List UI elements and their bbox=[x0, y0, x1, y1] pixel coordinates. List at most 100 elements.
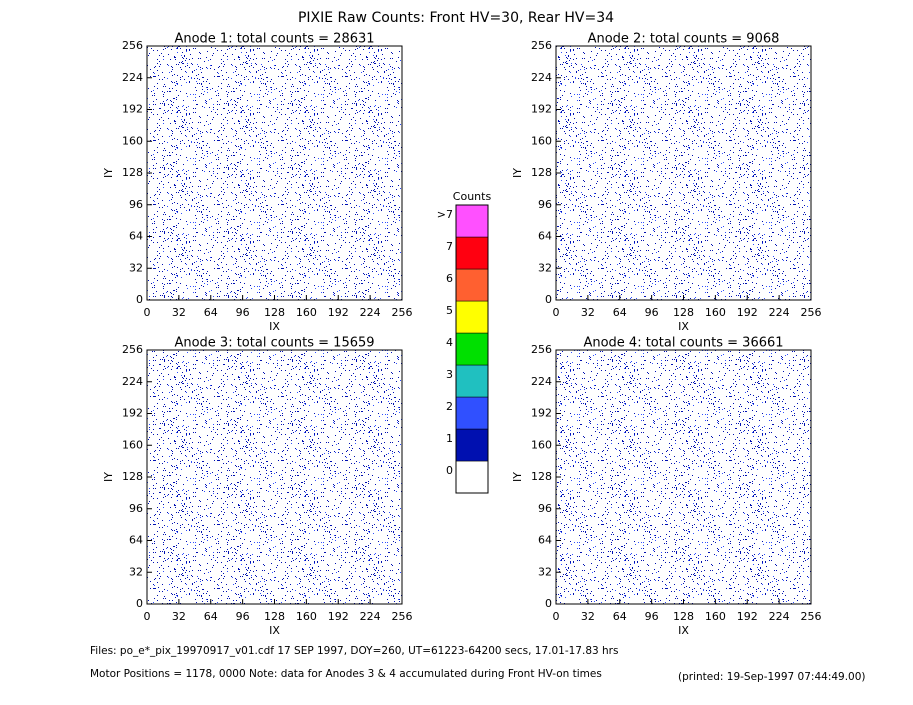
colorbar-tick-label: 2 bbox=[446, 400, 453, 413]
y-tick-label: 96 bbox=[129, 198, 143, 211]
panel-title: Anode 1: total counts = 28631 bbox=[174, 32, 374, 47]
colorbar-cell bbox=[455, 364, 489, 398]
y-tick-label: 256 bbox=[122, 39, 143, 52]
x-tick-label: 256 bbox=[801, 306, 822, 319]
x-tick-label: 256 bbox=[801, 610, 822, 623]
x-tick-label: 128 bbox=[264, 610, 285, 623]
y-tick-label: 32 bbox=[538, 261, 552, 274]
x-tick-label: 32 bbox=[581, 306, 595, 319]
y-tick-label: 64 bbox=[129, 230, 143, 243]
colorbar-tick-label: >7 bbox=[437, 208, 453, 221]
colorbar-cell bbox=[455, 204, 489, 238]
y-tick-label: 224 bbox=[531, 375, 552, 388]
y-tick-label: 0 bbox=[136, 597, 143, 610]
x-tick-label: 160 bbox=[296, 306, 317, 319]
colorbar-tick-label: 4 bbox=[446, 336, 453, 349]
plot-area bbox=[555, 349, 812, 605]
y-tick-label: 256 bbox=[122, 343, 143, 356]
y-tick-label: 192 bbox=[531, 103, 552, 116]
y-tick-label: 160 bbox=[122, 438, 143, 451]
colorbar-tick-label: 0 bbox=[446, 464, 453, 477]
y-tick-label: 32 bbox=[129, 565, 143, 578]
figure-title: PIXIE Raw Counts: Front HV=30, Rear HV=3… bbox=[298, 10, 614, 26]
colorbar-tick-label: 3 bbox=[446, 368, 453, 381]
colorbar-frame bbox=[455, 204, 489, 494]
y-axis-label: IY bbox=[102, 168, 115, 178]
x-tick-label: 160 bbox=[705, 306, 726, 319]
y-tick-label: 128 bbox=[531, 470, 552, 483]
colorbar-cell bbox=[455, 460, 489, 494]
colorbar-title: Counts bbox=[453, 190, 492, 203]
colorbar-tick-label: 5 bbox=[446, 304, 453, 317]
x-tick-label: 192 bbox=[737, 610, 758, 623]
y-tick-label: 0 bbox=[545, 597, 552, 610]
y-tick-label: 96 bbox=[129, 502, 143, 515]
x-tick-label: 32 bbox=[172, 306, 186, 319]
x-tick-label: 160 bbox=[296, 610, 317, 623]
y-tick-label: 0 bbox=[545, 293, 552, 306]
x-tick-label: 96 bbox=[645, 306, 659, 319]
y-tick-label: 256 bbox=[531, 39, 552, 52]
y-tick-label: 192 bbox=[122, 103, 143, 116]
x-tick-label: 96 bbox=[236, 610, 250, 623]
y-tick-label: 96 bbox=[538, 198, 552, 211]
x-tick-label: 192 bbox=[737, 306, 758, 319]
y-tick-label: 64 bbox=[538, 230, 552, 243]
x-tick-label: 128 bbox=[673, 610, 694, 623]
y-tick-label: 32 bbox=[538, 565, 552, 578]
panel-title: Anode 2: total counts = 9068 bbox=[588, 32, 780, 47]
colorbar-cell bbox=[455, 268, 489, 302]
x-tick-label: 32 bbox=[581, 610, 595, 623]
y-tick-label: 192 bbox=[122, 407, 143, 420]
x-axis-label: IX bbox=[269, 320, 280, 333]
footer-files: Files: po_e*_pix_19970917_v01.cdf 17 SEP… bbox=[90, 645, 618, 657]
x-tick-label: 0 bbox=[144, 610, 151, 623]
x-tick-label: 192 bbox=[328, 610, 349, 623]
colorbar-tick-label: 6 bbox=[446, 272, 453, 285]
y-tick-label: 64 bbox=[129, 534, 143, 547]
y-tick-label: 128 bbox=[531, 166, 552, 179]
x-axis-label: IX bbox=[678, 624, 689, 637]
x-tick-label: 0 bbox=[144, 306, 151, 319]
x-tick-label: 64 bbox=[613, 610, 627, 623]
x-tick-label: 224 bbox=[360, 610, 381, 623]
footer-motor: Motor Positions = 1178, 0000 Note: data … bbox=[90, 668, 602, 680]
x-tick-label: 64 bbox=[613, 306, 627, 319]
panel-title: Anode 3: total counts = 15659 bbox=[174, 336, 374, 351]
plot-area bbox=[146, 45, 403, 301]
y-tick-label: 160 bbox=[531, 438, 552, 451]
x-tick-label: 224 bbox=[769, 306, 790, 319]
y-tick-label: 0 bbox=[136, 293, 143, 306]
x-tick-label: 0 bbox=[553, 306, 560, 319]
x-tick-label: 0 bbox=[553, 610, 560, 623]
footer-printed: (printed: 19-Sep-1997 07:44:49.00) bbox=[678, 671, 866, 683]
x-tick-label: 224 bbox=[769, 610, 790, 623]
x-tick-label: 96 bbox=[236, 306, 250, 319]
colorbar-tick-label: 7 bbox=[446, 240, 453, 253]
x-tick-label: 128 bbox=[264, 306, 285, 319]
x-tick-label: 256 bbox=[392, 306, 413, 319]
y-tick-label: 128 bbox=[122, 166, 143, 179]
x-tick-label: 32 bbox=[172, 610, 186, 623]
colorbar-cell bbox=[455, 396, 489, 430]
x-tick-label: 160 bbox=[705, 610, 726, 623]
y-axis-label: IY bbox=[511, 168, 524, 178]
y-tick-label: 224 bbox=[122, 375, 143, 388]
colorbar-cell bbox=[455, 428, 489, 462]
plot-area bbox=[146, 349, 403, 605]
y-tick-label: 96 bbox=[538, 502, 552, 515]
x-axis-label: IX bbox=[678, 320, 689, 333]
y-tick-label: 32 bbox=[129, 261, 143, 274]
y-tick-label: 224 bbox=[122, 71, 143, 84]
panel-title: Anode 4: total counts = 36661 bbox=[583, 336, 783, 351]
plot-area bbox=[555, 45, 812, 301]
x-tick-label: 64 bbox=[204, 306, 218, 319]
x-tick-label: 128 bbox=[673, 306, 694, 319]
y-tick-label: 160 bbox=[122, 134, 143, 147]
y-tick-label: 256 bbox=[531, 343, 552, 356]
y-tick-label: 64 bbox=[538, 534, 552, 547]
y-axis-label: IY bbox=[511, 472, 524, 482]
colorbar-tick-label: 1 bbox=[446, 432, 453, 445]
